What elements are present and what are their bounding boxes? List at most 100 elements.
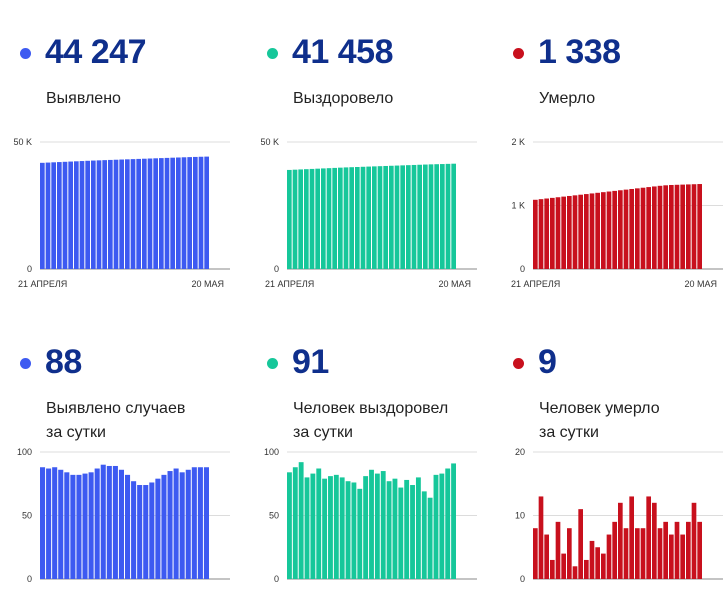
bar [198,156,204,269]
bar [343,167,349,269]
y-tick-label: 2 K [511,137,525,147]
bar [94,468,100,579]
bar [584,559,589,579]
bar [421,491,427,579]
bar [82,473,88,579]
bar [544,198,549,269]
bar [533,199,538,269]
bar [167,471,173,579]
bar [143,485,149,579]
y-tick-label: 20 [515,447,525,457]
x-tick-label-end: 20 МАЯ [438,279,471,289]
bar [40,467,46,579]
bar-chart: 0 10 20 [515,447,723,584]
bar-chart: 0 50 100 [17,447,230,584]
bar [118,469,124,579]
bar [287,169,292,269]
bar [697,521,702,579]
bar [640,528,646,579]
stat-label-line: за сутки [293,424,353,441]
bar [561,196,566,269]
stat-label-line: Выявлено случаев [46,400,186,417]
bar [657,185,663,269]
y-tick-label: 0 [520,574,525,584]
bar [646,187,651,269]
stat-value: 41 458 [292,33,394,71]
bar [153,158,158,269]
bar [433,474,439,579]
y-tick-label: 0 [27,574,32,584]
bar [363,476,369,579]
stat-label-line: Человек умерло [539,400,660,417]
bar [389,165,394,269]
bar [68,161,73,269]
bar [606,191,612,269]
bar [106,465,112,579]
bar [155,478,161,579]
bar [383,165,388,269]
stat-label: Человек выздоровел за сутки [293,397,448,445]
bar [561,553,566,579]
bar [64,472,70,579]
y-tick-label: 0 [274,264,279,274]
bar [79,161,85,269]
bar [538,496,544,579]
bar [595,192,600,269]
bar [374,473,380,579]
bar [398,487,404,579]
bar [369,469,374,579]
legend-dot [513,358,524,369]
stat-label-line: Умерло [539,90,596,107]
y-tick-label: 50 K [13,137,32,147]
y-tick-label: 50 [22,511,32,521]
bar [538,199,544,269]
bar [58,469,64,579]
bar [203,467,209,579]
bar [137,485,143,579]
bar [406,165,411,269]
bar [287,472,292,579]
y-tick-label: 50 [269,511,279,521]
bar [170,157,175,269]
bar [440,164,445,269]
bar-chart: 0 50 K 21 АПРЕЛЯ 20 МАЯ [260,137,477,289]
bar [45,162,51,269]
stat-value: 1 338 [538,33,621,71]
bar [130,159,136,269]
bar-chart: 0 50 K 21 АПРЕЛЯ 20 МАЯ [13,137,230,289]
stat-label: Выздоровело [293,87,393,111]
bar [176,157,181,269]
bar [415,477,421,579]
bar [357,488,363,579]
y-tick-label: 0 [274,574,279,584]
bar [451,463,456,579]
legend-dot [267,48,278,59]
bar [646,496,651,579]
bar [623,528,629,579]
bar [40,162,45,269]
bar [304,477,310,579]
bar [119,159,124,269]
bar [411,164,417,269]
legend-dot [267,358,278,369]
bar [400,165,405,269]
bar [652,186,657,269]
bar [544,534,549,579]
bar [349,167,354,269]
bar [125,474,131,579]
x-tick-label-end: 20 МАЯ [684,279,717,289]
bar [567,528,572,579]
bar [445,163,451,269]
stat-label-line: за сутки [46,424,106,441]
stat-value: 44 247 [45,33,147,71]
y-tick-label: 100 [264,447,279,457]
stat-label-line: Выздоровело [293,90,394,107]
bar [550,559,555,579]
bar [680,184,685,269]
bar [428,164,434,269]
bar [386,481,392,579]
bar [691,502,697,579]
bar [125,159,130,269]
bar [292,467,298,579]
bar [360,166,366,269]
